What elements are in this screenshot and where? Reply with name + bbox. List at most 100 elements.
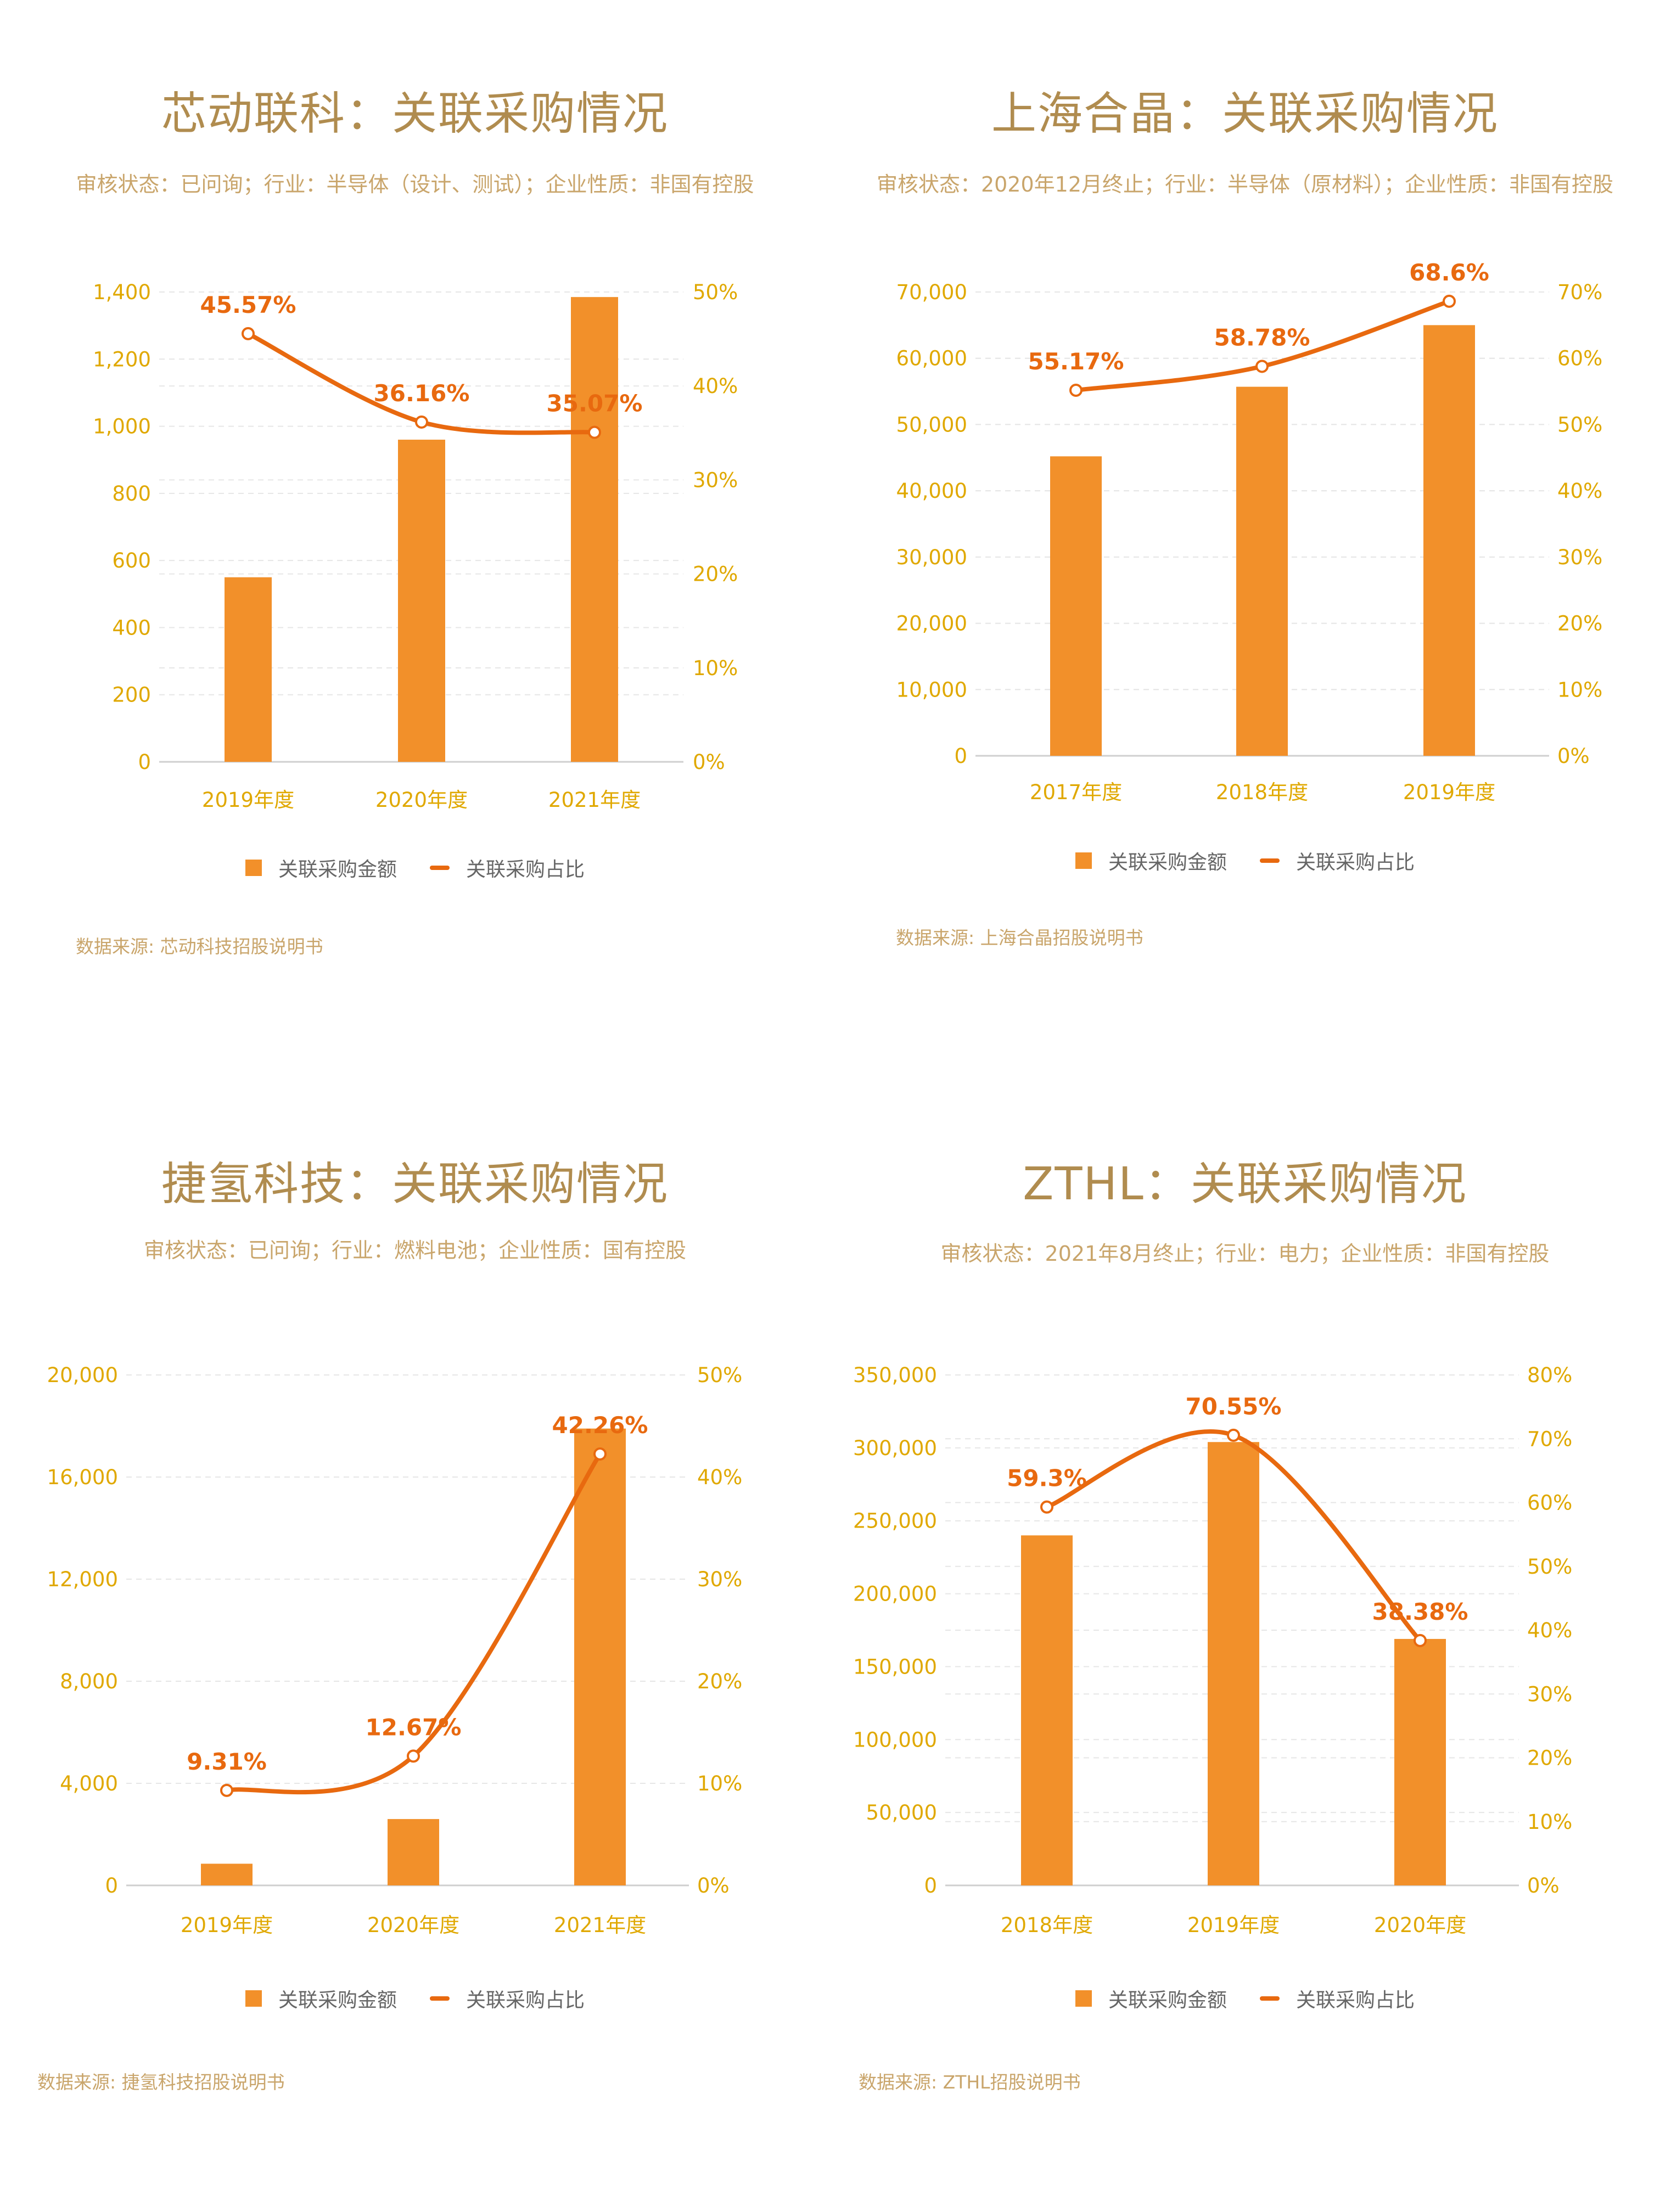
bar [225,577,272,762]
ratio-point [1255,360,1269,373]
y-right-tick-label: 10% [1527,1810,1572,1834]
y-left-tick-label: 10,000 [896,678,967,701]
legend-label: 关联采购占比 [1296,1989,1415,2012]
y-right-tick-label: 40% [697,1466,742,1489]
y-right-tick-label: 50% [693,280,738,304]
y-left-tick-label: 200,000 [853,1582,937,1606]
legend-label: 关联采购占比 [1296,851,1415,874]
chart-source: 数据来源: ZTHL招股说明书 [859,2071,1081,2093]
y-right-tick-label: 30% [693,468,738,492]
ratio-point [1040,1500,1053,1514]
y-right-tick-label: 0% [693,750,725,774]
x-tick-label: 2018年度 [1216,781,1308,804]
ratio-data-label: 9.31% [187,1748,267,1775]
chart-subtitle: 审核状态：已问询；行业：半导体（设计、测试）；企业性质：非国有控股 [76,172,754,197]
legend-label: 关联采购金额 [278,1989,397,2012]
bar [574,1428,626,1885]
y-right-tick-label: 20% [1557,612,1602,636]
y-left-tick-label: 1,200 [93,347,151,371]
y-left-tick-label: 12,000 [47,1568,118,1591]
y-left-tick-label: 600 [112,549,151,572]
bar [1021,1535,1073,1885]
bar [1208,1442,1259,1885]
ratio-point [1227,1428,1240,1442]
y-right-tick-label: 40% [693,374,738,398]
y-left-tick-label: 0 [954,744,967,768]
ratio-data-label: 45.57% [200,291,296,318]
bar [388,1819,439,1885]
x-tick-label: 2019年度 [181,1913,273,1937]
y-left-tick-label: 70,000 [896,280,967,304]
legend-item-ratio: 关联采购占比 [430,1984,585,2013]
ratio-data-label: 70.55% [1186,1393,1282,1420]
ratio-data-label: 35.07% [547,390,643,417]
bar [1394,1638,1446,1885]
legend-bar-swatch [1075,852,1092,869]
y-right-tick-label: 40% [1527,1619,1572,1642]
legend-item-ratio: 关联采购占比 [430,854,585,882]
ratio-data-label: 59.3% [1007,1465,1087,1492]
x-tick-label: 2017年度 [1030,781,1122,804]
y-right-tick-label: 50% [697,1363,742,1387]
y-right-tick-label: 60% [1557,347,1602,370]
y-right-tick-label: 10% [693,656,738,680]
y-left-tick-label: 200 [112,683,151,707]
x-tick-label: 2020年度 [1374,1913,1466,1937]
y-right-tick-label: 80% [1527,1363,1572,1387]
ratio-point [242,327,255,340]
y-left-tick-label: 4,000 [60,1772,118,1795]
ratio-data-label: 38.38% [1372,1598,1468,1625]
y-left-tick-label: 100,000 [853,1728,937,1751]
y-left-tick-label: 20,000 [47,1363,118,1387]
legend-line-swatch [430,866,450,870]
y-right-tick-label: 60% [1527,1491,1572,1515]
y-right-tick-label: 70% [1527,1427,1572,1451]
y-left-tick-label: 60,000 [896,347,967,370]
legend-item-amount: 关联采购金额 [245,854,397,882]
y-right-tick-label: 10% [1557,678,1602,701]
chart-subtitle: 审核状态：已问询；行业：燃料电池；企业性质：国有控股 [143,1238,686,1262]
bar [1423,325,1475,756]
y-right-tick-label: 40% [1557,479,1602,503]
ratio-point [415,415,428,429]
chart-title: 捷氢科技：关联采购情况 [161,1158,669,1210]
y-right-tick-label: 0% [1557,744,1590,768]
chart-subtitle: 审核状态：2020年12月终止；行业：半导体（原材料）；企业性质：非国有控股 [876,172,1614,197]
chart-subtitle: 审核状态：2021年8月终止；行业：电力；企业性质：非国有控股 [940,1242,1550,1266]
legend-label: 关联采购占比 [466,858,585,881]
ratio-data-label: 55.17% [1028,348,1124,375]
x-tick-label: 2018年度 [1001,1913,1093,1937]
y-left-tick-label: 0 [924,1874,937,1897]
bar [398,440,445,762]
y-left-tick-label: 30,000 [896,546,967,569]
legend-label: 关联采购占比 [466,1989,585,2012]
legend-item-amount: 关联采购金额 [1075,846,1227,875]
bar [571,297,618,762]
ratio-data-label: 68.6% [1409,259,1489,286]
legend-item-ratio: 关联采购占比 [1260,1984,1415,2013]
legend-bar-swatch [1075,1990,1092,2007]
ratio-point [1414,1633,1427,1647]
y-left-tick-label: 40,000 [896,479,967,503]
chart-title: ZTHL：关联采购情况 [1023,1158,1467,1210]
x-tick-label: 2019年度 [202,788,294,812]
ratio-point [593,1447,607,1461]
y-right-tick-label: 20% [1527,1747,1572,1770]
y-left-tick-label: 8,000 [60,1670,118,1693]
y-right-tick-label: 50% [1557,413,1602,436]
bar [1236,386,1288,756]
legend-item-amount: 关联采购金额 [245,1984,397,2013]
y-left-tick-label: 0 [138,750,151,774]
chart-plot: 0 200 400 600 800 1,000 1,200 1,400 0% 10% 20% 30% 4… [93,280,738,812]
legend-item-ratio: 关联采购占比 [1260,846,1415,875]
y-right-tick-label: 10% [697,1772,742,1795]
legend-item-amount: 关联采购金额 [1075,1984,1227,2013]
y-right-tick-label: 20% [693,563,738,586]
y-left-tick-label: 400 [112,616,151,639]
y-left-tick-label: 16,000 [47,1466,118,1489]
ratio-point [1069,384,1083,397]
chart-legend: 关联采购金额 关联采购占比 [830,846,1660,875]
legend-bar-swatch [245,1990,262,2007]
x-tick-label: 2019年度 [1187,1913,1280,1937]
legend-label: 关联采购金额 [1108,1989,1227,2012]
